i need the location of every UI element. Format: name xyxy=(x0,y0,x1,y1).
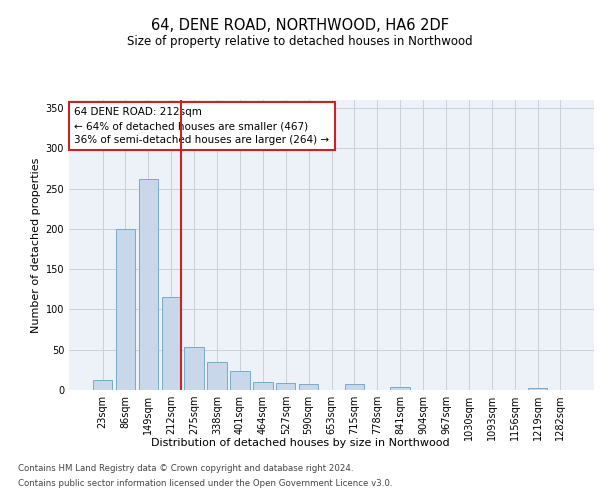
Bar xyxy=(184,348,204,390)
Bar xyxy=(116,229,135,390)
Bar xyxy=(299,384,319,390)
Bar xyxy=(253,382,272,390)
Bar xyxy=(139,179,158,390)
Bar xyxy=(93,380,112,390)
Bar xyxy=(230,370,250,390)
Text: Contains public sector information licensed under the Open Government Licence v3: Contains public sector information licen… xyxy=(18,479,392,488)
Bar xyxy=(161,296,181,390)
Text: 64 DENE ROAD: 212sqm
← 64% of detached houses are smaller (467)
36% of semi-deta: 64 DENE ROAD: 212sqm ← 64% of detached h… xyxy=(74,108,329,146)
Y-axis label: Number of detached properties: Number of detached properties xyxy=(31,158,41,332)
Bar xyxy=(344,384,364,390)
Bar xyxy=(276,383,295,390)
Bar xyxy=(208,362,227,390)
Bar xyxy=(528,388,547,390)
Bar xyxy=(391,387,410,390)
Text: Size of property relative to detached houses in Northwood: Size of property relative to detached ho… xyxy=(127,35,473,48)
Text: Contains HM Land Registry data © Crown copyright and database right 2024.: Contains HM Land Registry data © Crown c… xyxy=(18,464,353,473)
Text: Distribution of detached houses by size in Northwood: Distribution of detached houses by size … xyxy=(151,438,449,448)
Text: 64, DENE ROAD, NORTHWOOD, HA6 2DF: 64, DENE ROAD, NORTHWOOD, HA6 2DF xyxy=(151,18,449,32)
